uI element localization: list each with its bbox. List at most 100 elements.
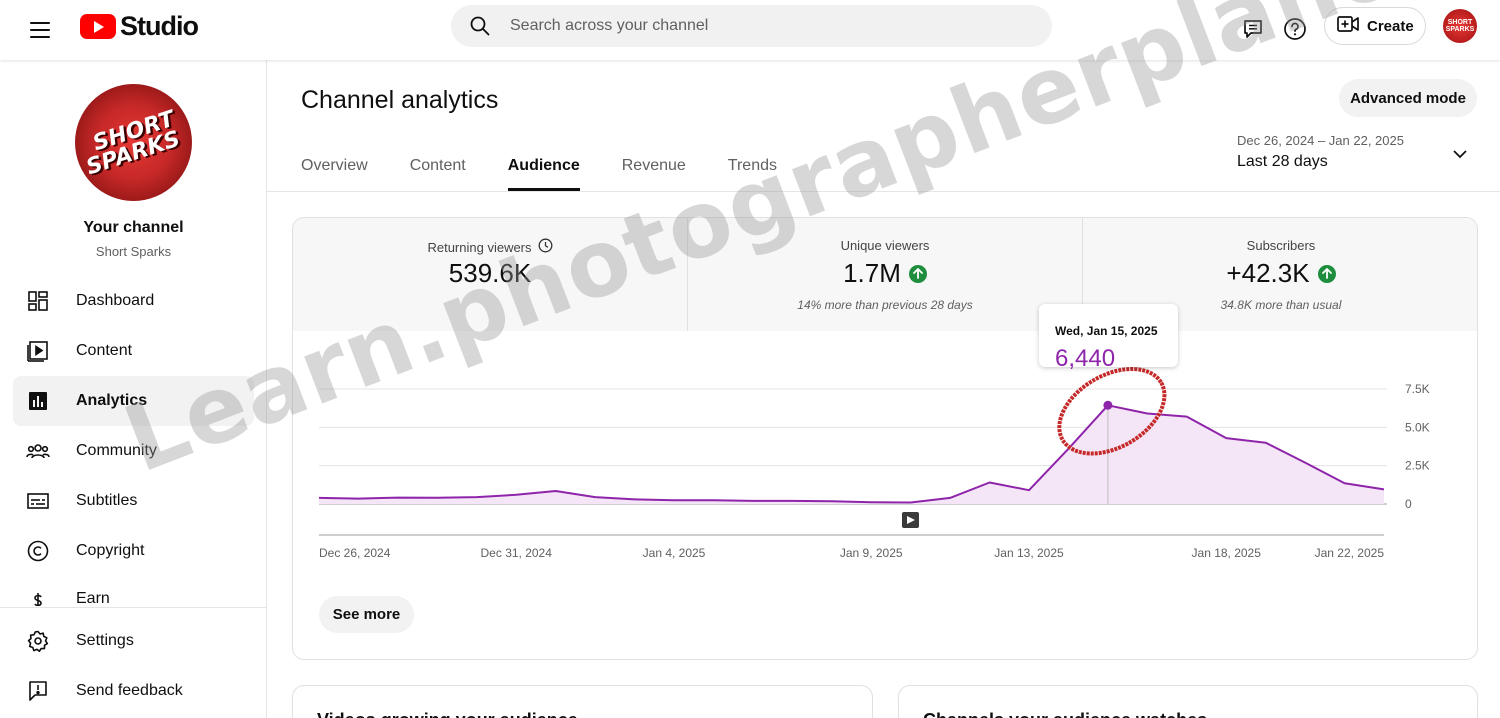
metric-value: 1.7M <box>843 258 901 288</box>
chart-tooltip: Wed, Jan 15, 2025 6,440 <box>1039 304 1178 372</box>
sidebar-item-label: Dashboard <box>76 292 155 309</box>
tab-content[interactable]: Content <box>409 157 466 174</box>
sidebar-item-label: Content <box>76 342 133 359</box>
history-icon[interactable] <box>538 238 553 256</box>
tab-audience[interactable]: Audience <box>507 146 580 191</box>
y-tick-label: 0 <box>1405 497 1412 511</box>
advanced-mode-button[interactable]: Advanced mode <box>1339 79 1477 117</box>
tooltip-date: Wed, Jan 15, 2025 <box>1055 324 1158 338</box>
subtitles-icon <box>26 489 50 513</box>
see-more-button[interactable]: See more <box>319 596 414 633</box>
sidebar-item-label: Settings <box>76 632 134 649</box>
copyright-icon <box>26 539 50 563</box>
feedback-icon <box>26 679 50 703</box>
sidebar-item-earn[interactable]: Earn <box>13 576 254 606</box>
create-label: Create <box>1367 17 1414 35</box>
date-range-picker[interactable]: Dec 26, 2024 – Jan 22, 2025 Last 28 days <box>1237 133 1477 171</box>
sidebar-item-analytics[interactable]: Analytics <box>13 376 254 426</box>
x-tick-label: Dec 26, 2024 <box>319 546 391 560</box>
search-icon[interactable] <box>470 16 490 36</box>
tab-bar: Overview Content Audience Revenue Trends <box>301 146 819 191</box>
sidebar-item-settings[interactable]: Settings <box>13 616 254 666</box>
card-title: Channels your audience watches <box>923 710 1207 718</box>
x-tick-label: Jan 9, 2025 <box>840 546 903 560</box>
metric-value-row: 1.7M <box>688 258 1082 289</box>
channel-avatar[interactable]: SHORT SPARKS <box>75 84 192 201</box>
y-tick-label: 2.5K <box>1405 459 1430 473</box>
metric-comparison: 34.8K more than usual <box>1220 298 1342 312</box>
dashboard-icon <box>26 289 50 313</box>
videos-growing-card: Videos growing your audience <box>292 685 873 718</box>
metric-label-row: Returning viewers <box>293 238 687 256</box>
metric-subscribers[interactable]: Subscribers +42.3K 34.8K more than usual <box>1083 218 1477 331</box>
create-button[interactable]: Create <box>1324 7 1426 45</box>
sidebar-item-dashboard[interactable]: Dashboard <box>13 276 254 326</box>
card-title: Videos growing your audience <box>317 710 578 718</box>
video-marker-icon[interactable] <box>902 512 919 528</box>
sidebar-divider <box>0 607 266 608</box>
y-tick-label: 7.5K <box>1405 382 1430 396</box>
sidebar-item-community[interactable]: Community <box>13 426 254 476</box>
audience-card: Returning viewers 539.6K Unique viewers … <box>292 217 1478 660</box>
community-icon <box>26 439 50 463</box>
metric-label: Returning viewers <box>427 239 532 255</box>
sidebar-item-content[interactable]: Content <box>13 326 254 376</box>
subscribers-chart[interactable]: 0 2.5K 5.0K 7.5K Dec 26, 2024 Dec 31, 2024 Jan… <box>293 218 1478 588</box>
sidebar: SHORT SPARKS Your channel Short Sparks D… <box>0 60 267 718</box>
comments-icon[interactable] <box>1236 12 1270 46</box>
search-input[interactable] <box>510 17 1030 35</box>
x-tick-label: Jan 13, 2025 <box>994 546 1064 560</box>
metric-unique-viewers[interactable]: Unique viewers 1.7M 14% more than previo… <box>688 218 1083 331</box>
metric-returning-viewers[interactable]: Returning viewers 539.6K <box>293 218 688 331</box>
account-avatar-text: SHORT SPARKS <box>1445 19 1475 33</box>
series-line <box>318 404 1385 504</box>
sidebar-item-label: Copyright <box>76 542 145 559</box>
tab-trends[interactable]: Trends <box>727 157 777 174</box>
date-range-period: Last 28 days <box>1237 153 1328 170</box>
help-icon[interactable] <box>1278 12 1312 46</box>
tooltip-value: 6,440 <box>1055 345 1116 372</box>
channel-name: Short Sparks <box>95 244 172 259</box>
logo-text: Studio <box>120 11 199 41</box>
search-bar[interactable] <box>451 5 1052 47</box>
x-tick-label: Jan 4, 2025 <box>643 546 706 560</box>
earn-icon <box>26 590 50 606</box>
x-tick-label: Jan 18, 2025 <box>1192 546 1262 560</box>
channels-audience-watches-card: Channels your audience watches <box>898 685 1478 718</box>
tab-overview[interactable]: Overview <box>301 157 368 174</box>
top-bar: Studio Create SHORT SPARKS <box>0 0 1500 60</box>
metric-value: +42.3K <box>1226 258 1310 288</box>
sidebar-item-label: Send feedback <box>76 682 183 699</box>
sidebar-item-label: Community <box>76 442 157 459</box>
create-video-icon <box>1337 15 1359 37</box>
metric-value: 539.6K <box>448 258 532 288</box>
metric-value-row: +42.3K <box>1083 258 1477 289</box>
x-tick-label: Jan 22, 2025 <box>1315 546 1385 560</box>
sidebar-item-label: Earn <box>76 590 110 606</box>
analytics-icon <box>26 389 50 413</box>
gear-icon <box>26 629 50 653</box>
x-tick-label: Dec 31, 2024 <box>481 546 553 560</box>
area-fill <box>319 405 1384 504</box>
metric-comparison: 14% more than previous 28 days <box>797 298 973 312</box>
sidebar-item-subtitles[interactable]: Subtitles <box>13 476 254 526</box>
y-tick-label: 5.0K <box>1405 420 1430 434</box>
tab-revenue[interactable]: Revenue <box>621 157 686 174</box>
sidebar-item-send-feedback[interactable]: Send feedback <box>13 666 254 716</box>
chevron-down-icon[interactable] <box>1451 146 1469 167</box>
arrow-up-icon <box>1317 264 1336 283</box>
your-channel-label: Your channel <box>83 219 184 236</box>
account-avatar[interactable]: SHORT SPARKS <box>1443 9 1477 43</box>
studio-logo[interactable]: Studio <box>80 11 199 42</box>
metric-label: Subscribers <box>1246 238 1316 253</box>
content-icon <box>26 339 50 363</box>
sidebar-item-label: Subtitles <box>76 492 138 509</box>
sidebar-item-copyright[interactable]: Copyright <box>13 526 254 576</box>
highlight-point <box>1103 400 1113 410</box>
youtube-logo-icon <box>80 14 116 39</box>
tabs-divider <box>267 191 1500 192</box>
date-range-dates: Dec 26, 2024 – Jan 22, 2025 <box>1237 133 1404 148</box>
page-title: Channel analytics <box>301 86 499 114</box>
metric-label: Unique viewers <box>840 238 930 253</box>
menu-icon[interactable] <box>22 14 58 46</box>
